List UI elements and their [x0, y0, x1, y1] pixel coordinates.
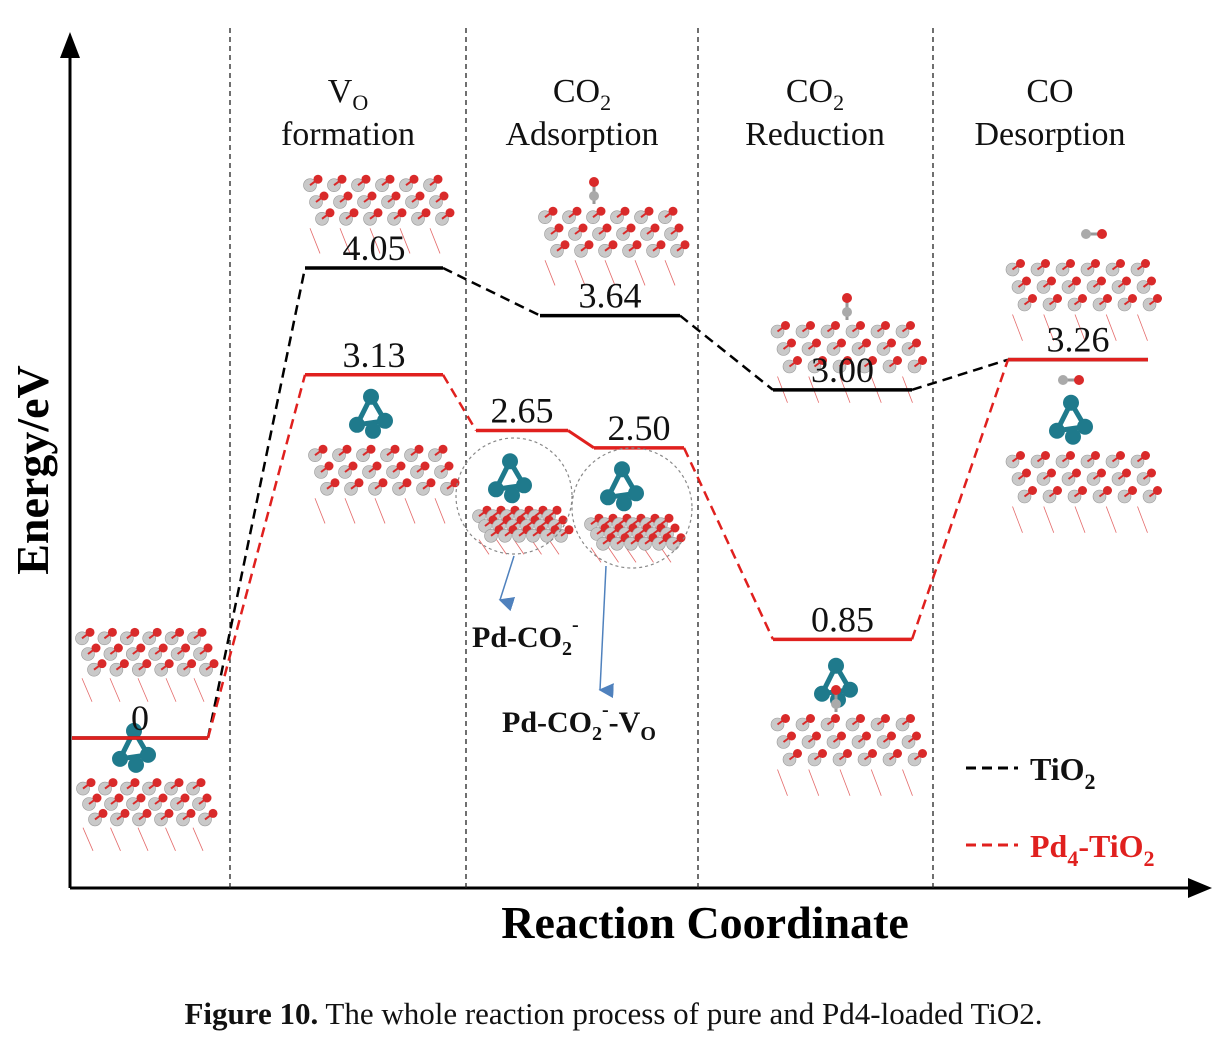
connector: [679, 314, 774, 391]
connector: [911, 358, 1009, 392]
legend-label-tio2: TiO2: [1030, 751, 1096, 794]
annotation-pd-co2-vo: Pd-CO2--VO: [502, 699, 656, 745]
connector: [910, 359, 1010, 640]
data-label: 3.26: [1047, 320, 1110, 360]
caption-text: The whole reaction process of pure and P…: [318, 996, 1043, 1031]
pd4-tio2-structure-icon: [308, 388, 460, 524]
tio2-structure-icon: [538, 206, 690, 286]
data-label: 4.05: [343, 228, 406, 268]
tio2-structure-icon: [303, 174, 455, 254]
stage-label-line1: CO2: [553, 73, 611, 115]
tio2-structure-icon: [1005, 259, 1162, 341]
highlight-circle-pd-co2-vo: [571, 447, 693, 569]
energy-diagram: Energy/eV Reaction Coordinate VOformatio…: [7, 28, 1212, 948]
molecule-icon: [831, 685, 841, 712]
data-label: 2.50: [608, 408, 671, 448]
stage-label-line2: Desorption: [974, 116, 1125, 153]
molecule-icon: [842, 293, 852, 320]
stage-label-line2: formation: [281, 116, 415, 153]
stage-label-line1: CO: [1026, 73, 1073, 110]
stage-label-line1: VO: [328, 73, 368, 115]
connector: [442, 266, 541, 317]
structure-images: [75, 174, 1162, 851]
annotation-arrow-pd-co2-vo: [598, 565, 614, 699]
stage-labels: VOformationCO2AdsorptionCO2ReductionCODe…: [281, 73, 1126, 153]
pd4-tio2-structure-icon: [770, 657, 927, 796]
connector: [441, 374, 478, 432]
stage-label-line2: Reduction: [745, 116, 885, 153]
tio2-structure-icon: [770, 321, 927, 403]
pd4-tio2-structure-icon: [76, 722, 218, 851]
data-label: 3.64: [579, 276, 642, 316]
y-axis-title: Energy/eV: [7, 365, 58, 575]
caption-label: Figure 10.: [184, 996, 319, 1031]
legend-label-pd4-tio2: Pd4-TiO2: [1030, 828, 1155, 871]
annotation-pd-co2: Pd-CO2-: [472, 614, 579, 660]
stage-label-line2: Adsorption: [506, 116, 659, 153]
data-label: 2.65: [491, 390, 554, 430]
molecule-icon: [589, 177, 599, 204]
data-label: 3.13: [343, 335, 406, 375]
data-label: 3.00: [811, 350, 874, 390]
connector: [206, 374, 307, 739]
annotations: Pd-CO2- Pd-CO2--VO: [455, 437, 693, 745]
series-tio2: 0 4.05 3.64 3.00 3.26: [72, 228, 1148, 740]
molecule-icon: [1058, 375, 1084, 385]
data-label: 0.85: [811, 599, 874, 639]
pd4-tio2-structure-icon: [1005, 394, 1162, 533]
connector: [567, 429, 595, 450]
x-axis: [70, 878, 1212, 898]
series-layer: 0 4.05 3.64 3.00 3.26 3.13 2.65 2.50 0.85: [72, 228, 1148, 740]
pd4-tio2-structure-icon: [472, 453, 574, 555]
highlight-circle-pd-co2: [455, 437, 573, 555]
connector: [682, 447, 775, 640]
connector: [206, 267, 307, 739]
series-pd4-tio2: 3.13 2.65 2.50 0.85: [72, 335, 1148, 740]
tio2-structure-icon: [75, 627, 219, 702]
x-axis-title: Reaction Coordinate: [501, 897, 909, 948]
annotation-arrow-pd-co2: [498, 555, 516, 612]
stage-label-line1: CO2: [786, 73, 844, 115]
data-label: 0: [131, 698, 149, 738]
y-axis: [60, 32, 80, 888]
molecule-icon: [1081, 229, 1107, 239]
figure-caption: Figure 10. The whole reaction process of…: [0, 996, 1227, 1032]
legend: TiO2 Pd4-TiO2: [966, 751, 1155, 871]
pd4-tio2-structure-icon: [584, 461, 686, 563]
